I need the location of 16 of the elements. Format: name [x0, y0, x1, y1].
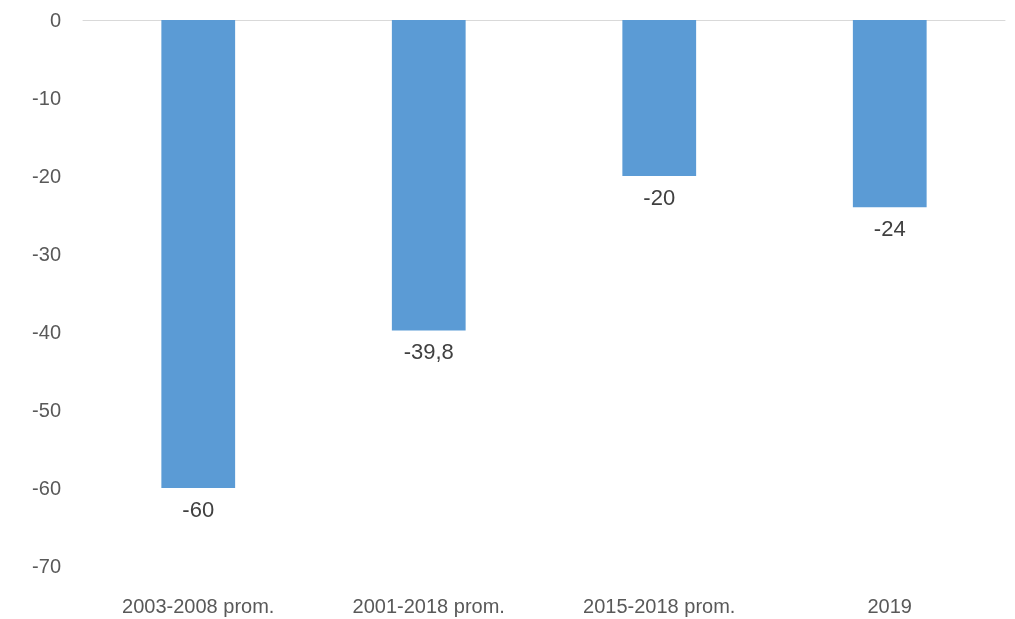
y-tick-label: -30 — [32, 243, 61, 265]
y-tick-label: -70 — [32, 555, 61, 577]
x-tick-label: 2015-2018 prom. — [583, 595, 736, 617]
data-label: -24 — [873, 215, 906, 241]
data-label: -20 — [643, 184, 676, 210]
x-tick-label: 2019 — [867, 595, 912, 617]
x-tick-label: 2003-2008 prom. — [122, 595, 275, 617]
data-label: -60 — [182, 496, 215, 522]
y-tick-label: -10 — [32, 87, 61, 109]
y-tick-label: 0 — [49, 9, 61, 31]
y-tick-label: -20 — [32, 165, 61, 187]
y-tick-label: -50 — [32, 399, 61, 421]
x-tick-label: 2001-2018 prom. — [352, 595, 505, 617]
y-tick-label: -40 — [32, 321, 61, 343]
y-tick-label: -60 — [32, 477, 61, 499]
data-label: -39,8 — [403, 338, 454, 364]
